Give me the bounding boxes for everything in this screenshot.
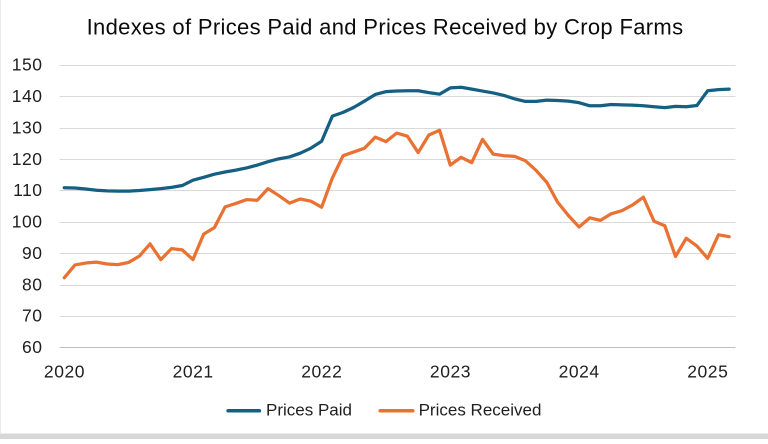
svg-text:120: 120	[12, 149, 43, 169]
svg-text:2023: 2023	[430, 362, 471, 382]
svg-text:100: 100	[12, 212, 43, 232]
svg-text:90: 90	[22, 243, 42, 263]
svg-text:60: 60	[22, 337, 42, 357]
svg-text:Prices Paid: Prices Paid	[266, 401, 352, 420]
svg-text:2024: 2024	[559, 362, 600, 382]
svg-text:2020: 2020	[44, 362, 85, 382]
svg-text:80: 80	[22, 274, 42, 294]
svg-text:150: 150	[12, 55, 43, 75]
svg-text:Prices Received: Prices Received	[419, 401, 542, 420]
svg-text:70: 70	[22, 306, 42, 326]
svg-text:130: 130	[12, 117, 43, 137]
svg-text:110: 110	[13, 180, 42, 200]
svg-text:2025: 2025	[687, 362, 728, 382]
svg-text:2021: 2021	[173, 362, 214, 382]
svg-text:2022: 2022	[301, 362, 342, 382]
svg-text:140: 140	[12, 86, 43, 106]
svg-text:Indexes of Prices Paid and Pri: Indexes of Prices Paid and Prices Receiv…	[87, 14, 684, 39]
